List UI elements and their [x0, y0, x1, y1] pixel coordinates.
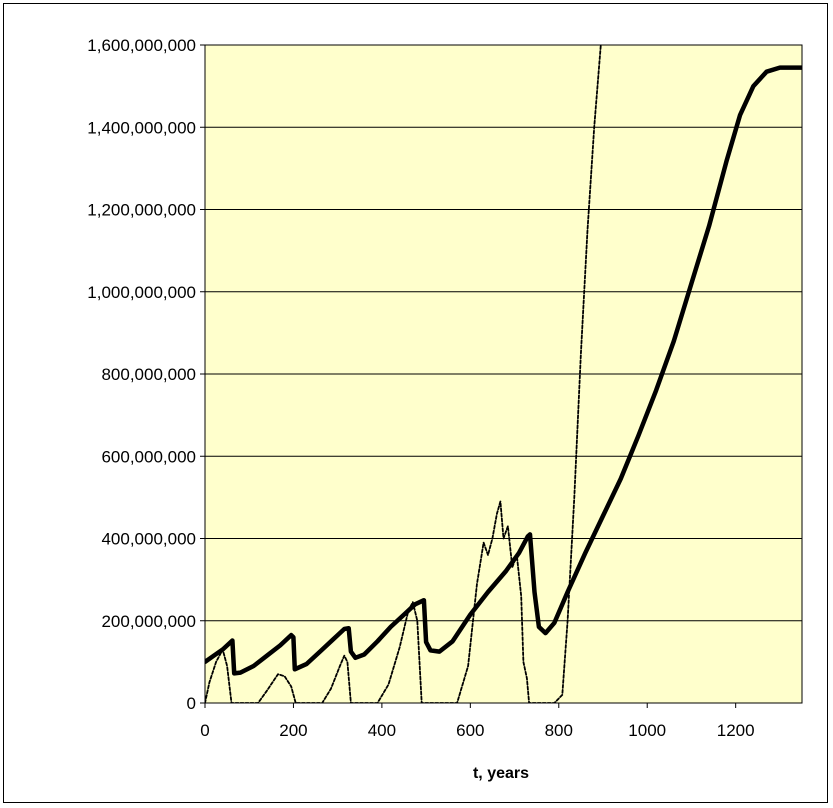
- series-line-1: [205, 65, 802, 676]
- chart-frame: 0 200,000,000 400,000,000 600,000,000 800,00…: [3, 3, 828, 803]
- y-tick-label: 1,600,000,000: [87, 36, 196, 55]
- x-tick-label: 600: [456, 721, 484, 740]
- y-tick-label: 0: [187, 694, 196, 713]
- x-tick-label: 400: [368, 721, 396, 740]
- x-tick-label: 1000: [628, 721, 666, 740]
- y-tick-label: 1,000,000,000: [87, 283, 196, 302]
- series-layer: [205, 45, 802, 703]
- axes: 0 200,000,000 400,000,000 600,000,000 800,00…: [87, 36, 754, 740]
- y-tick-label: 800,000,000: [101, 365, 196, 384]
- y-tick-label: 200,000,000: [101, 612, 196, 631]
- series-line-2: [205, 45, 602, 703]
- x-tick-label: 0: [200, 721, 209, 740]
- y-tick-label: 1,400,000,000: [87, 118, 196, 137]
- line-chart: 0 200,000,000 400,000,000 600,000,000 800,00…: [87, 36, 803, 782]
- x-axis-title: t, years: [473, 765, 529, 782]
- x-tick-label: 1200: [717, 721, 755, 740]
- y-tick-label: 400,000,000: [101, 530, 196, 549]
- y-tick-label: 1,200,000,000: [87, 201, 196, 220]
- x-tick-label: 200: [279, 721, 307, 740]
- gridlines: [205, 44, 802, 622]
- x-tick-label: 800: [545, 721, 573, 740]
- y-tick-label: 600,000,000: [101, 447, 196, 466]
